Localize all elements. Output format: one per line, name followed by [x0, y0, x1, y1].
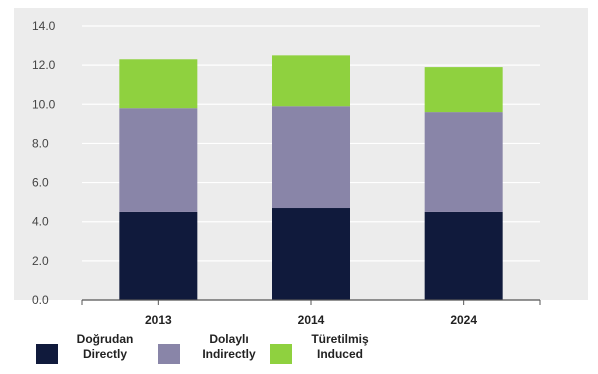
axis-labels: 0.0 2.0 4.0 6.0 8.0 10.0 12.0 14.0 2013 2014 2024	[32, 19, 477, 327]
bar-segment-2013-indirectly	[119, 108, 198, 212]
legend-swatch-indirectly	[158, 344, 180, 364]
y-tick-label: 14.0	[32, 19, 56, 33]
legend-label-induced-tr: Türetilmiş	[311, 332, 369, 346]
y-tick-label: 8.0	[32, 136, 49, 150]
legend-swatch-induced	[270, 344, 292, 364]
legend-label-induced: Türetilmiş Induced	[300, 332, 380, 362]
bar-segment-2024-directly	[424, 211, 503, 300]
bar-segment-2024-induced	[424, 67, 503, 113]
legend-label-indirectly-en: Indirectly	[202, 347, 256, 361]
y-tick-label: 6.0	[32, 176, 49, 190]
y-tick-label: 0.0	[32, 293, 49, 307]
x-tick-label: 2014	[298, 313, 325, 327]
legend-item-directly: Doğrudan Directly	[30, 330, 170, 370]
bar-segment-2014-induced	[272, 55, 350, 107]
legend-label-induced-en: Induced	[316, 347, 363, 361]
legend-label-directly: Doğrudan Directly	[70, 332, 140, 362]
legend-swatch-directly	[36, 344, 58, 364]
y-tick-label: 10.0	[32, 97, 56, 111]
x-tick-label: 2013	[145, 313, 172, 327]
y-tick-label: 12.0	[32, 58, 56, 72]
x-tick-label: 2024	[450, 313, 477, 327]
legend-label-directly-tr: Doğrudan	[76, 332, 134, 346]
bar-segment-2024-indirectly	[424, 112, 503, 212]
legend-label-directly-en: Directly	[82, 347, 128, 361]
legend-item-indirectly: Dolaylı Indirectly	[150, 330, 290, 370]
legend-label-indirectly: Dolaylı Indirectly	[190, 332, 268, 362]
bars	[119, 55, 503, 300]
bar-segment-2013-directly	[119, 211, 198, 300]
axes	[81, 299, 541, 305]
legend-label-indirectly-tr: Dolaylı	[209, 332, 249, 346]
bar-segment-2014-indirectly	[272, 106, 350, 209]
bar-segment-2013-induced	[119, 59, 198, 109]
y-tick-label: 2.0	[32, 254, 49, 268]
bar-segment-2014-directly	[272, 208, 350, 300]
legend-item-induced: Türetilmiş Induced	[266, 330, 406, 370]
y-tick-label: 4.0	[32, 215, 49, 229]
